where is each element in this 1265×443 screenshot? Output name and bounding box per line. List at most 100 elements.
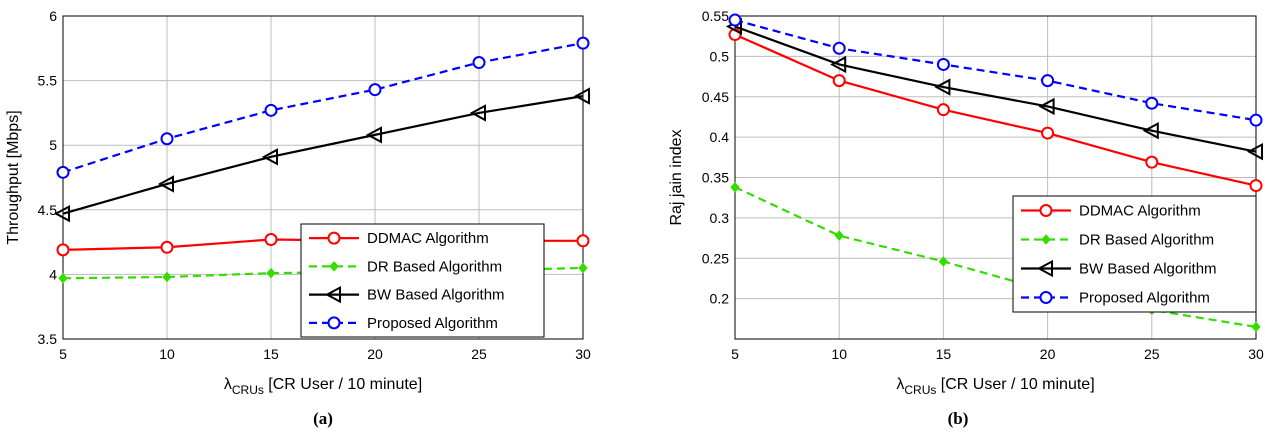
y-tick-label: 0.55 [702, 8, 729, 24]
data-point [157, 175, 174, 193]
series-line [734, 33, 1257, 187]
data-point [936, 103, 950, 117]
data-point [160, 240, 174, 254]
legend-label: BW Based Algorithm [1079, 261, 1217, 278]
data-point [1038, 97, 1055, 116]
data-point [365, 126, 382, 144]
data-point [730, 181, 740, 193]
legend-marker [329, 261, 339, 272]
x-tick-label: 10 [159, 346, 175, 362]
data-point [160, 132, 174, 146]
legend: DDMAC Algorithm DR Based Algorithm BW Base… [1012, 195, 1257, 313]
y-tick-label: 0.5 [710, 48, 730, 64]
legend-label: DR Based Algorithm [367, 258, 502, 275]
data-point [264, 103, 278, 117]
y-tick-label: 4.5 [38, 202, 58, 218]
x-tick-label: 15 [263, 346, 279, 362]
x-axis-label: λCRUs [CR User / 10 minute] [224, 376, 422, 397]
data-point [832, 41, 846, 55]
data-point [578, 262, 588, 274]
legend-label: Proposed Algorithm [367, 315, 498, 332]
data-point [469, 104, 486, 122]
series-0 [728, 28, 1263, 193]
data-point [1145, 155, 1159, 169]
data-point [573, 87, 590, 105]
x-tick-label: 30 [575, 346, 591, 362]
y-tick-label: 0.2 [710, 291, 730, 307]
legend-label: DDMAC Algorithm [367, 230, 489, 247]
data-point [1246, 142, 1263, 161]
series-3 [56, 36, 590, 179]
data-point [834, 230, 844, 241]
legend-label: Proposed Algorithm [1079, 290, 1210, 307]
x-axis-label-symbol: λ [224, 376, 232, 393]
y-tick-label: 0.4 [710, 129, 730, 145]
x-tick-label: 30 [1248, 346, 1264, 362]
plot-frame [734, 15, 1257, 340]
data-point [934, 78, 951, 96]
data-point [728, 13, 742, 27]
x-axis-label-text: [CR User / 10 minute] [264, 376, 422, 393]
data-point [936, 57, 950, 71]
series-2 [725, 17, 1263, 161]
legend-box [300, 223, 545, 338]
data-point [938, 256, 949, 267]
x-tick-label: 5 [731, 346, 739, 362]
series-line [62, 42, 584, 174]
y-tick-label: 5 [49, 137, 57, 153]
data-point [830, 55, 847, 74]
y-tick-label: 4 [49, 266, 57, 282]
x-axis-label: λCRUs [CR User / 10 minute] [896, 376, 1094, 397]
x-tick-label: 5 [59, 346, 67, 362]
data-point [264, 233, 278, 247]
data-point [1249, 179, 1263, 193]
legend-label: DR Based Algorithm [1079, 232, 1214, 249]
data-point [576, 234, 590, 248]
data-point [261, 148, 278, 166]
data-point [832, 74, 846, 88]
x-axis-label-symbol: λ [896, 376, 904, 393]
series-2 [53, 87, 590, 223]
x-axis-label-subscript: CRUs [232, 383, 264, 397]
data-point [1041, 74, 1055, 88]
legend-box [1012, 195, 1257, 313]
data-point [266, 267, 276, 279]
panel-label: (b) [948, 409, 969, 428]
legend-marker [1041, 234, 1051, 245]
x-axis-label-text: [CR User / 10 minute] [936, 376, 1094, 393]
data-point [1145, 96, 1159, 110]
y-tick-label: 5.5 [38, 73, 58, 89]
x-tick-label: 25 [471, 346, 487, 362]
legend-marker [1039, 291, 1053, 304]
x-tick-label: 20 [367, 346, 383, 362]
chart-panel-b: 5 10 15 20 25 30 0.2 0.25 0.3 0.35 0.4 0.45 0.5 0.55 λ… [668, 8, 1264, 428]
data-point [56, 165, 70, 179]
y-tick-label: 0.45 [702, 89, 729, 105]
y-tick-label: 0.3 [710, 210, 730, 226]
data-point [56, 243, 70, 257]
legend-label: BW Based Algorithm [367, 287, 505, 304]
panel-label: (a) [313, 409, 333, 428]
legend-marker [1036, 259, 1053, 278]
legend-marker [327, 231, 341, 245]
x-tick-label: 15 [936, 346, 952, 362]
series-line [734, 186, 1257, 328]
data-point [53, 205, 70, 223]
data-point [1251, 321, 1261, 333]
legend: DDMAC Algorithm DR Based Algorithm BW Base… [300, 223, 545, 338]
series-3 [728, 13, 1263, 127]
y-tick-label: 6 [49, 8, 57, 24]
data-point [1041, 126, 1055, 140]
legend-marker [327, 316, 341, 330]
data-point [58, 273, 68, 284]
data-point [162, 271, 172, 283]
series-line [734, 18, 1257, 122]
x-tick-label: 25 [1144, 346, 1160, 362]
series-line [62, 95, 584, 215]
y-tick-label: 0.35 [702, 170, 729, 186]
y-axis-label: Raj jain index [668, 129, 685, 225]
data-point [1249, 113, 1263, 127]
x-tick-label: 20 [1040, 346, 1056, 362]
x-tick-label: 10 [831, 346, 847, 362]
